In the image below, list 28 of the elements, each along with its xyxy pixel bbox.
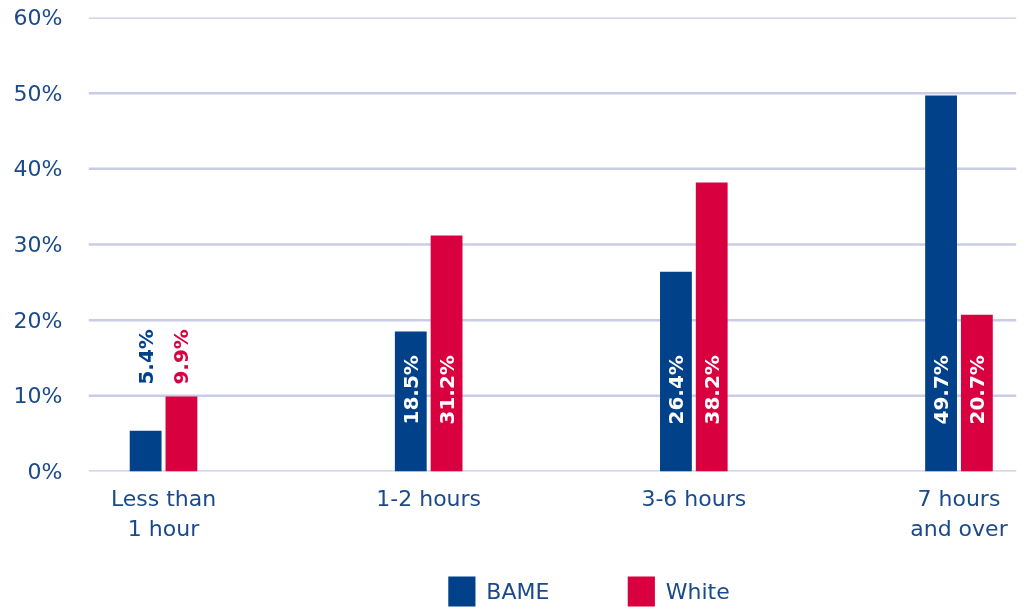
data-label: 26.4% [663,355,688,425]
y-tick-label: 40% [13,156,63,182]
y-tick-label: 60% [13,5,63,30]
bar [430,235,463,472]
bar [660,271,692,472]
data-label: 18.5% [398,355,423,425]
data-label: 20.7% [964,355,989,425]
x-tick-label: Less than 1 hour [110,485,217,541]
legend-label: BAME [486,579,550,604]
bar [129,430,162,472]
x-tick-label: 3-6 hours [641,485,747,511]
x-tick-label: 7 hours and over [910,485,1009,541]
bar [925,95,957,472]
data-label: 9.9% [169,329,194,385]
legend-label: White [665,579,730,604]
data-label: 5.4% [133,329,158,385]
y-tick-label: 0% [27,459,63,484]
y-tick-label: 20% [13,307,63,333]
data-label: 49.7% [929,355,954,425]
bar [165,396,198,472]
y-tick-label: 30% [13,232,63,257]
x-tick-label: 1-2 hours [376,485,482,511]
bar [695,182,728,472]
y-tick-label: 50% [13,80,63,106]
data-label: 31.2% [434,355,459,425]
bar [960,314,993,472]
y-tick-label: 10% [13,383,63,409]
data-label: 38.2% [699,355,724,425]
